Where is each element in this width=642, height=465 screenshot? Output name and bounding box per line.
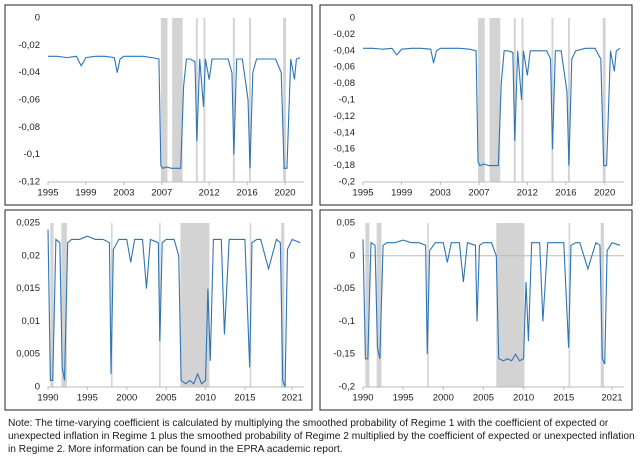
shaded-period [602, 18, 606, 182]
shaded-period [376, 223, 382, 387]
x-tick-label: 1999 [75, 188, 96, 199]
x-tick-label: 1999 [391, 188, 412, 199]
series-line [48, 55, 301, 169]
y-tick-label: -0,02 [333, 29, 355, 40]
y-tick-label: -0,12 [333, 111, 355, 122]
x-tick-label: 1995 [393, 393, 414, 404]
y-tick-label: 0,005 [16, 349, 40, 360]
shaded-period [61, 223, 67, 387]
y-tick-label: -0,18 [333, 160, 355, 171]
x-tick-label: 1990 [37, 393, 58, 404]
x-tick-label: 2021 [282, 393, 303, 404]
y-tick-label: 0 [35, 382, 40, 393]
x-tick-label: 2020 [274, 188, 295, 199]
x-tick-label: 1995 [77, 393, 98, 404]
x-tick-label: 2007 [468, 188, 489, 199]
y-tick-label: -0,1 [339, 95, 355, 106]
y-tick-label: -0,06 [333, 62, 355, 73]
x-tick-label: 1995 [352, 188, 373, 199]
y-tick-label: 0 [35, 13, 40, 24]
y-tick-label: -0,08 [18, 122, 40, 133]
y-tick-label: -0,12 [18, 177, 40, 188]
panel-frame [4, 209, 313, 411]
y-tick-label: -0,16 [333, 144, 355, 155]
x-tick-label: 2003 [113, 188, 134, 199]
x-tick-label: 2000 [116, 393, 137, 404]
shaded-period [551, 18, 554, 182]
shaded-period [521, 18, 524, 182]
x-tick-label: 2015 [553, 393, 574, 404]
series-line [47, 229, 301, 388]
y-tick-label: 0 [350, 13, 355, 24]
x-tick-label: 2012 [517, 188, 538, 199]
y-tick-label: 0,02 [22, 250, 41, 261]
x-tick-label: 2003 [430, 188, 451, 199]
y-tick-label: -0,08 [333, 78, 355, 89]
shaded-period [496, 223, 525, 387]
x-tick-label: 1990 [352, 393, 373, 404]
series-line [363, 47, 621, 167]
y-tick-label: -0,05 [333, 283, 355, 294]
shaded-period [489, 18, 501, 182]
x-tick-label: 2015 [234, 393, 255, 404]
y-tick-label: -0,04 [18, 67, 40, 78]
y-tick-label: 0 [350, 250, 355, 261]
shaded-period [50, 223, 54, 387]
shaded-period [160, 18, 168, 182]
x-tick-label: 2016 [555, 188, 576, 199]
x-tick-label: 2016 [237, 188, 258, 199]
y-tick-label: -0,14 [333, 127, 355, 138]
x-tick-label: 2020 [594, 188, 615, 199]
y-tick-label: 0,025 [16, 218, 40, 229]
y-tick-label: 0,015 [16, 283, 40, 294]
y-tick-label: -0,06 [18, 95, 40, 106]
shaded-period [159, 223, 161, 387]
shaded-period [203, 18, 206, 182]
x-tick-label: 2005 [156, 393, 177, 404]
y-tick-label: -0,04 [333, 45, 355, 56]
x-tick-label: 2005 [473, 393, 494, 404]
shaded-period [478, 18, 485, 182]
x-tick-label: 2000 [433, 393, 454, 404]
y-tick-label: 0,01 [22, 316, 41, 327]
panel-frame [4, 4, 313, 206]
x-tick-label: 2007 [151, 188, 172, 199]
x-tick-label: 2021 [601, 393, 622, 404]
x-tick-label: 1995 [37, 188, 58, 199]
x-tick-label: 2010 [513, 393, 534, 404]
note: Note: The time-varying coefficient is ca… [8, 418, 635, 455]
y-tick-label: -0,2 [339, 177, 355, 188]
shaded-period [249, 18, 251, 182]
y-tick-label: -0,02 [18, 40, 40, 51]
shaded-period [365, 223, 370, 387]
x-tick-label: 2010 [195, 393, 216, 404]
x-tick-label: 2012 [199, 188, 220, 199]
y-tick-label: -0,1 [339, 316, 355, 327]
panel-frame [319, 209, 633, 411]
y-tick-label: -0,1 [24, 149, 40, 160]
y-tick-label: 0,05 [337, 218, 356, 229]
panel-frame [319, 4, 633, 206]
shaded-period [567, 18, 570, 182]
shaded-period [283, 18, 286, 182]
shaded-period [172, 18, 183, 182]
shaded-period [232, 18, 235, 182]
y-tick-label: -0,15 [333, 349, 355, 360]
series-line [362, 239, 621, 365]
shaded-period [180, 223, 210, 387]
shaded-period [513, 18, 516, 182]
shaded-period [281, 223, 285, 387]
shaded-period [195, 18, 198, 182]
shaded-period [600, 223, 604, 387]
y-tick-label: -0,2 [339, 382, 355, 393]
